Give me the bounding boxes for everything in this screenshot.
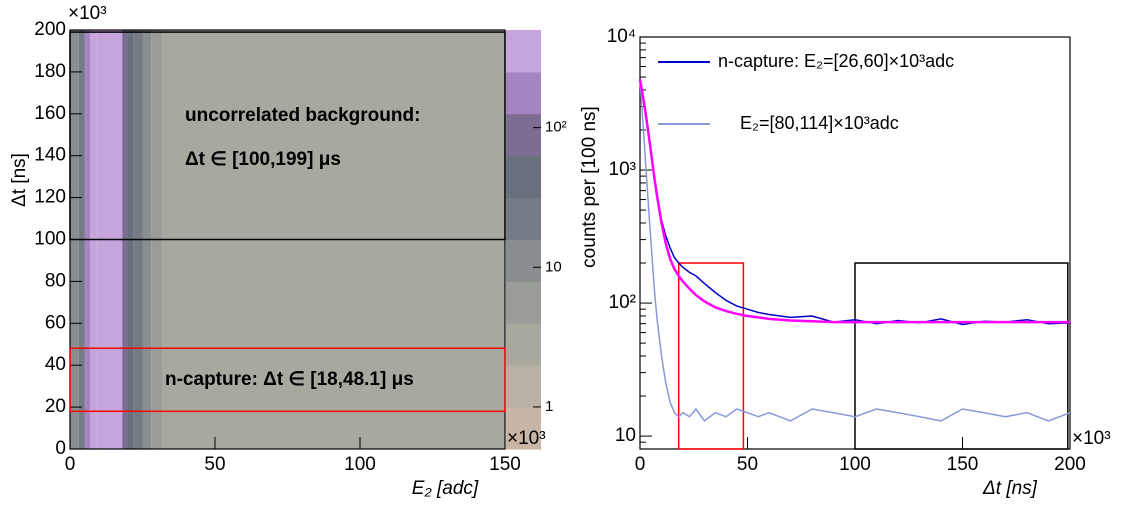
x-axis-label: Δt [ns]	[982, 478, 1038, 499]
y-tick-label: 20	[45, 396, 66, 417]
y-tick-label: 80	[45, 270, 66, 291]
y-tick-label: 180	[34, 61, 66, 82]
colorbar-step	[506, 323, 541, 366]
y-tick-label: 140	[34, 145, 66, 166]
annotation: uncorrelated background:	[185, 105, 420, 126]
region-box	[854, 262, 1069, 450]
y-tick-label: 10²	[609, 292, 636, 313]
z-tick-label: 10	[545, 258, 562, 275]
x-tick-label: 150	[947, 454, 979, 475]
colorbar-step	[506, 365, 541, 408]
y-tick-label: 120	[34, 187, 66, 208]
x-tick-label: 100	[344, 454, 376, 475]
y-tick-label: 100	[34, 229, 66, 250]
x-tick-label: 200	[1054, 454, 1086, 475]
y-tick-label: 10	[615, 425, 636, 446]
y-exponent: ×10³	[68, 3, 107, 24]
colorbar-step	[506, 71, 541, 115]
z-tick-label: 10²	[545, 119, 567, 136]
region-box	[677, 262, 745, 450]
x-tick-label: 0	[635, 454, 646, 475]
x-tick-label: 50	[737, 454, 758, 475]
x-tick-label: 50	[204, 454, 225, 475]
y-tick-label: 160	[34, 103, 66, 124]
legend-label: n-capture: E₂=[26,60]×10³adc	[718, 51, 954, 71]
annotation: Δt ∈ [100,199] μs	[185, 149, 341, 170]
legend-label: E₂=[80,114]×10³adc	[740, 113, 899, 133]
series-line	[638, 79, 1070, 324]
x-axis-label: E₂ [adc]	[412, 478, 479, 499]
annotation: n-capture: Δt ∈ [18,48.1] μs	[165, 369, 414, 390]
colorbar-step	[506, 239, 541, 282]
colorbar-step	[506, 281, 541, 324]
y-tick-label: 10⁴	[607, 26, 636, 47]
colorbar-step	[506, 30, 541, 73]
y-axis-label: counts per [100 ns]	[579, 106, 600, 268]
z-tick-label: 1	[545, 398, 553, 415]
colorbar-step	[506, 113, 541, 157]
x-exponent: ×10³	[1072, 428, 1111, 449]
y-tick-label: 40	[45, 354, 66, 375]
y-tick-label: 0	[55, 438, 66, 459]
x-tick-label: 150	[489, 454, 521, 475]
y-axis-label: Δt [ns]	[9, 153, 30, 207]
x-exponent: ×10³	[507, 428, 546, 449]
region-box	[69, 347, 506, 413]
x-tick-label: 0	[65, 454, 76, 475]
region-box	[69, 31, 506, 241]
colorbar-step	[506, 155, 541, 199]
colorbar-step	[506, 407, 541, 450]
y-tick-label: 10³	[609, 159, 636, 180]
y-tick-label: 200	[34, 19, 66, 40]
series-line	[639, 79, 1071, 422]
colorbar-step	[506, 197, 541, 240]
y-tick-label: 60	[45, 312, 66, 333]
x-tick-label: 100	[839, 454, 871, 475]
